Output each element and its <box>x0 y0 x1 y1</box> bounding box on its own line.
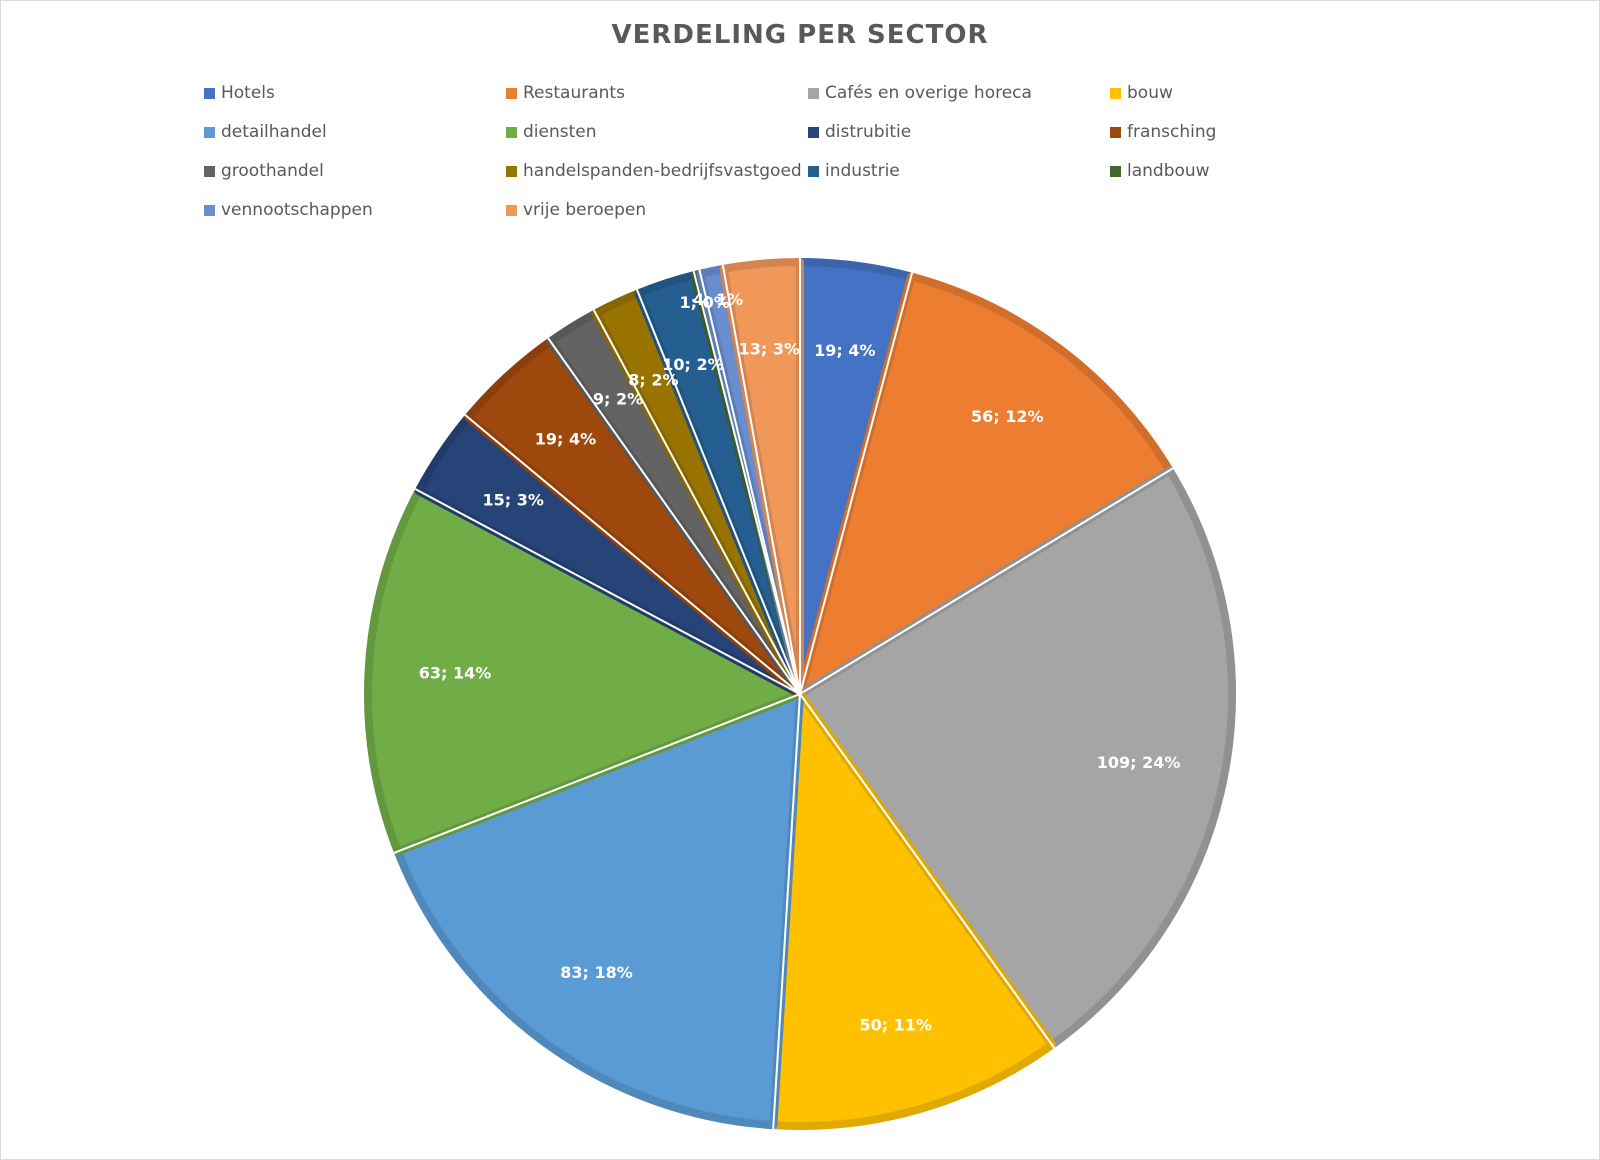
legend-item: industrie <box>808 158 900 184</box>
legend-item: diensten <box>506 119 597 145</box>
legend-item: bouw <box>1110 80 1173 106</box>
legend-label: Restaurants <box>523 83 625 103</box>
slice-separator <box>799 693 1056 1049</box>
legend-label: bouw <box>1127 83 1173 103</box>
legend-label: vrije beroepen <box>523 200 647 220</box>
data-label: 13; 3% <box>739 339 800 358</box>
legend-label: Hotels <box>221 83 275 103</box>
legend-label: vennootschappen <box>221 200 373 220</box>
legend-item: landbouw <box>1110 158 1210 184</box>
legend-label: Cafés en overige horeca <box>825 83 1032 103</box>
data-label: 9; 2% <box>593 390 643 409</box>
legend-swatch <box>808 126 819 138</box>
legend-swatch <box>204 126 215 138</box>
legend-item: distrubitie <box>808 119 911 145</box>
legend-swatch <box>506 87 517 99</box>
data-label: 15; 3% <box>483 491 544 510</box>
legend-label: diensten <box>523 122 597 142</box>
data-label: 8; 2% <box>628 371 678 390</box>
data-label: 109; 24% <box>1097 753 1181 772</box>
data-label: 83; 18% <box>560 963 633 982</box>
data-label: 19; 4% <box>814 341 875 360</box>
legend-label: landbouw <box>1127 161 1210 181</box>
legend-label: detailhandel <box>221 122 327 142</box>
legend-label: groothandel <box>221 161 324 181</box>
data-label: 56; 12% <box>971 407 1044 426</box>
legend-swatch <box>808 87 819 99</box>
pie-slice <box>364 486 804 856</box>
slice-separator <box>698 269 801 695</box>
legend-item: groothandel <box>204 158 324 184</box>
slice-separator <box>393 693 801 854</box>
legend-item: handelspanden-bedrijfsvastgoed <box>506 158 802 184</box>
data-label: 19; 4% <box>535 430 596 449</box>
slice-separator <box>414 488 801 695</box>
legend-swatch <box>204 165 215 177</box>
legend-swatch <box>506 126 517 138</box>
legend-item: Restaurants <box>506 80 625 106</box>
slice-separator <box>772 693 801 1130</box>
slice-separator <box>799 272 914 695</box>
legend-item: detailhandel <box>204 119 327 145</box>
data-label: 63; 14% <box>419 663 492 682</box>
legend-item: fransching <box>1110 119 1216 145</box>
legend-swatch <box>506 165 517 177</box>
legend-item: vrije beroepen <box>506 197 646 223</box>
slice-separator <box>636 289 801 695</box>
slice-separator <box>592 309 801 695</box>
data-label: 4; 1% <box>693 290 743 309</box>
pie-slice <box>796 272 1174 698</box>
legend-swatch <box>204 87 215 99</box>
legend-item: vennootschappen <box>204 197 373 223</box>
slice-separator <box>464 414 801 695</box>
data-label: 10; 2% <box>662 355 723 374</box>
chart-title: VERDELING PER SECTOR <box>611 20 989 50</box>
legend-item: Cafés en overige horeca <box>808 80 1032 106</box>
data-label: 50; 11% <box>859 1016 932 1035</box>
legend-label: industrie <box>825 161 900 181</box>
pie-slice <box>393 690 804 1130</box>
legend-label: fransching <box>1127 122 1217 142</box>
legend-swatch <box>808 165 819 177</box>
slice-separator <box>799 467 1174 695</box>
slice-separator <box>547 337 801 695</box>
pie-slice <box>796 466 1236 1049</box>
legend-swatch <box>204 204 215 216</box>
legend-label: handelspanden-bedrijfsvastgoed <box>523 161 802 181</box>
pie-slice <box>769 690 1057 1130</box>
legend-item: Hotels <box>204 80 275 106</box>
slice-separator <box>721 264 801 695</box>
data-label: 1; 0% <box>680 293 730 312</box>
legend-swatch <box>1110 126 1121 138</box>
legend-swatch <box>506 204 517 216</box>
legend-swatch <box>1110 165 1121 177</box>
legend-label: distrubitie <box>825 122 912 142</box>
legend-swatch <box>1110 87 1121 99</box>
